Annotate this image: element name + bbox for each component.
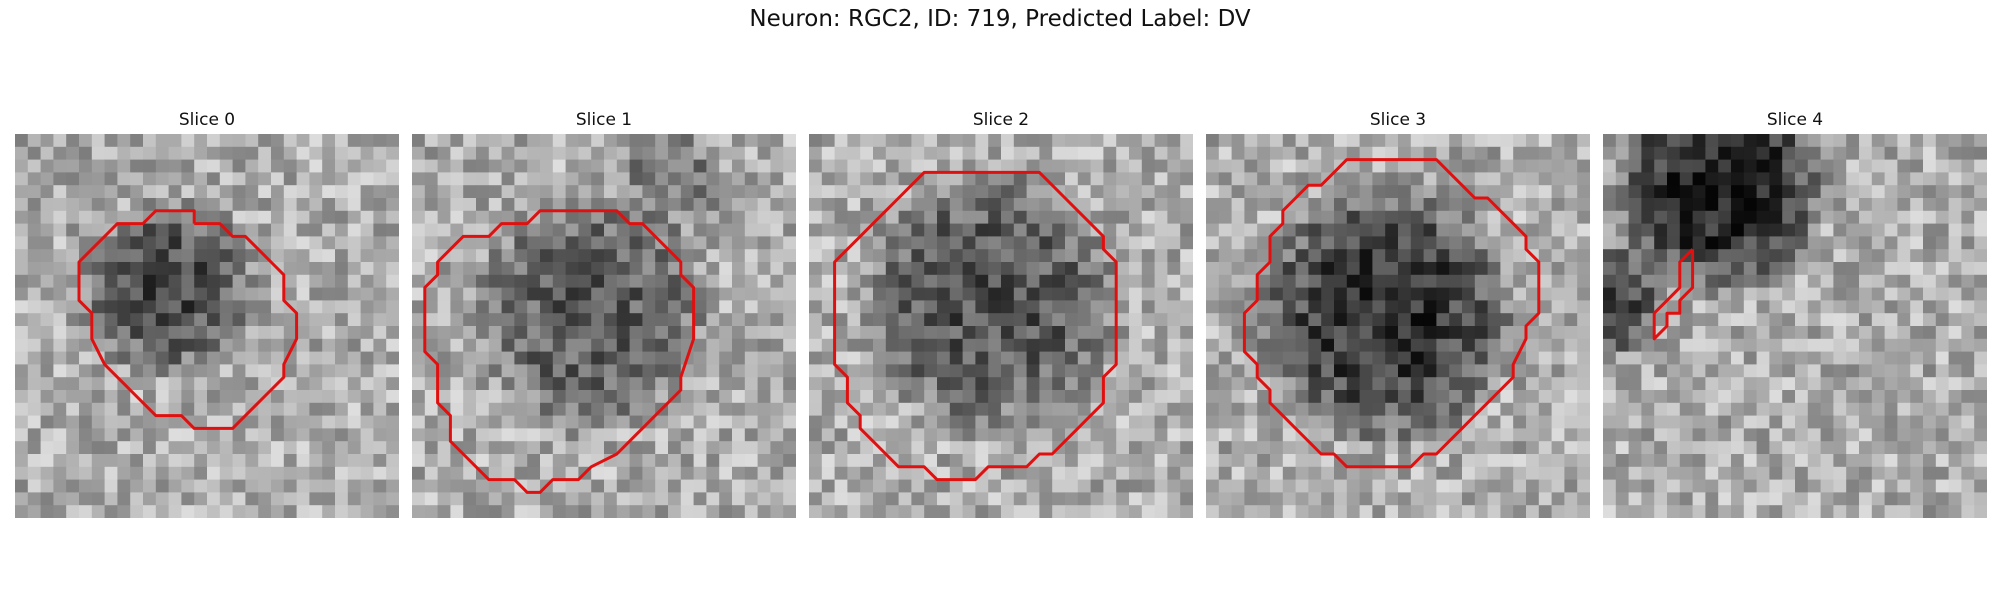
slice-title-2: Slice 2: [972, 110, 1030, 130]
segmentation-contour-1: [423, 209, 696, 494]
slice-panel-0: Slice 0: [15, 106, 399, 518]
slice-title-3: Slice 3: [1369, 110, 1427, 130]
slice-panel-2: Slice 2: [809, 106, 1193, 518]
slice-image-0: [15, 134, 399, 518]
slice-image-4: [1603, 134, 1987, 518]
slice-image-1: [412, 134, 796, 518]
slice-panel-3: Slice 3: [1206, 106, 1590, 518]
slice-image-3: [1206, 134, 1590, 518]
slice-title-0: Slice 0: [178, 110, 236, 130]
segmentation-contour-4: [1652, 248, 1695, 341]
slice-panel-1: Slice 1: [412, 106, 796, 518]
slice-title-4: Slice 4: [1766, 110, 1824, 130]
segmentation-contour-0: [77, 209, 299, 430]
segmentation-contour-2: [833, 170, 1118, 482]
segmentation-contour-3: [1242, 158, 1541, 469]
slice-image-2: [809, 134, 1193, 518]
figure-title: Neuron: RGC2, ID: 719, Predicted Label: …: [749, 6, 1251, 32]
slice-panel-4: Slice 4: [1603, 106, 1987, 518]
slice-title-1: Slice 1: [575, 110, 633, 130]
